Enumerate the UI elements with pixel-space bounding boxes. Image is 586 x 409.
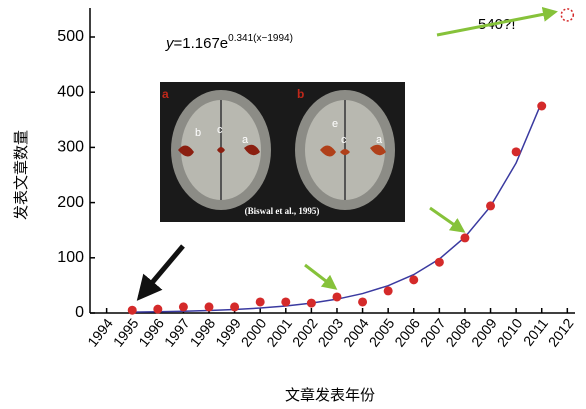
inset-region-label: a	[242, 134, 249, 146]
arrow	[436, 6, 558, 37]
x-tick-label: 2012	[545, 315, 577, 350]
x-tick-label: 1996	[135, 315, 167, 350]
data-point	[434, 257, 444, 267]
y-tick-label: 300	[57, 139, 84, 156]
data-point	[486, 201, 496, 211]
data-point	[255, 297, 265, 307]
predicted-point	[560, 8, 575, 22]
data-point	[153, 304, 163, 314]
arrow	[304, 263, 338, 290]
y-tick-label: 500	[57, 28, 84, 45]
x-axis-label: 文章发表年份	[285, 386, 375, 404]
data-point	[383, 286, 393, 296]
x-tick-label: 1999	[212, 315, 244, 350]
x-tick-label: 1995	[110, 315, 142, 350]
inset-credit: (Biswal et al., 1995)	[245, 206, 320, 216]
y-tick-label: 200	[57, 194, 84, 211]
x-tick-label: 2011	[520, 315, 551, 349]
x-tick-label: 2006	[391, 315, 423, 350]
data-point	[230, 302, 240, 312]
equation-body: =1.167e	[174, 35, 229, 52]
data-point	[204, 302, 214, 312]
data-point	[281, 297, 291, 307]
data-point	[537, 101, 547, 111]
x-tick-label: 2004	[340, 315, 372, 350]
x-tick-label: 2005	[366, 315, 398, 350]
x-tick-label: 2008	[442, 315, 474, 350]
inset-region-label: e	[332, 118, 338, 130]
x-tick-label: 2000	[238, 315, 270, 350]
equation-exponent: 0.341(x−1994)	[228, 33, 293, 44]
y-tick-label: 0	[75, 304, 84, 321]
data-point	[127, 305, 137, 315]
x-tick-label: 1998	[187, 315, 219, 350]
x-tick-label: 2010	[494, 315, 526, 350]
x-tick-label: 1997	[161, 315, 193, 350]
y-tick-label: 400	[57, 83, 84, 100]
inset-region-label: a	[376, 134, 383, 146]
arrow	[136, 244, 185, 301]
inset-panel-label: b	[297, 87, 304, 101]
data-point	[409, 275, 419, 285]
equation-lhs: y	[165, 35, 175, 52]
x-tick-label: 2002	[289, 315, 321, 350]
data-point	[460, 233, 470, 243]
inset-panel-label: a	[162, 87, 169, 101]
inset-region-label: b	[195, 127, 201, 139]
x-tick-label: 2001	[263, 315, 295, 350]
x-tick-label: 2003	[314, 315, 346, 350]
inset-region-label: c	[217, 124, 223, 136]
x-tick-label: 2009	[468, 315, 500, 350]
x-tick-label: 1994	[84, 315, 116, 350]
data-point	[358, 297, 368, 307]
data-point	[178, 302, 188, 312]
inset-region-label: c	[341, 134, 347, 146]
equation: y=1.167e0.341(x−1994)	[165, 33, 293, 52]
x-tick-label: 2007	[417, 315, 449, 350]
y-tick-label: 100	[57, 249, 84, 266]
arrow	[429, 206, 466, 233]
data-point	[306, 298, 316, 308]
y-axis-label: 发表文章数量	[12, 130, 30, 220]
data-point	[511, 147, 521, 157]
data-point	[332, 292, 342, 302]
inset-image	[160, 82, 405, 222]
